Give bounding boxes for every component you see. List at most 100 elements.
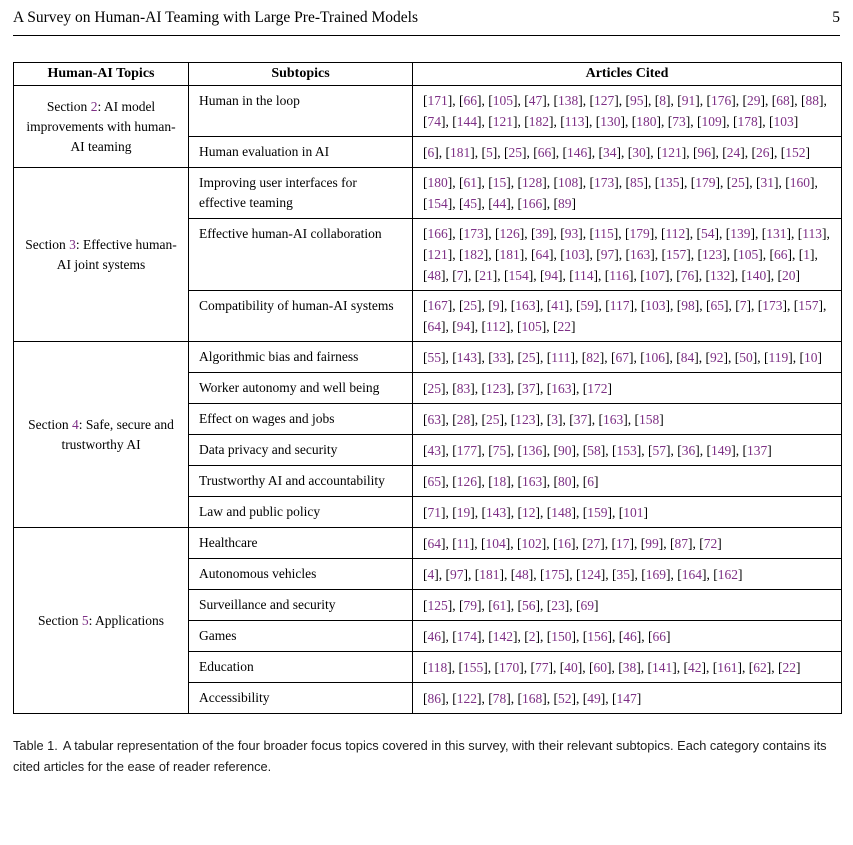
citation-link[interactable]: [122] bbox=[452, 690, 482, 706]
citation-link[interactable]: [174] bbox=[452, 628, 482, 644]
citation-link[interactable]: [180] bbox=[631, 114, 661, 129]
citation-link[interactable]: [44] bbox=[488, 196, 511, 211]
citation-link[interactable]: [2] bbox=[524, 628, 540, 644]
citation-link[interactable]: [61] bbox=[459, 175, 482, 190]
citation-link[interactable]: [25] bbox=[423, 380, 446, 396]
citation-link[interactable]: [173] bbox=[589, 175, 619, 190]
citation-link[interactable]: [103] bbox=[640, 298, 670, 313]
citation-link[interactable]: [163] bbox=[625, 247, 655, 262]
citation-link[interactable]: [68] bbox=[771, 93, 795, 108]
citation-link[interactable]: [123] bbox=[697, 247, 727, 262]
citation-link[interactable]: [12] bbox=[517, 504, 541, 520]
citation-link[interactable]: [90] bbox=[553, 442, 577, 458]
citation-link[interactable]: [180] bbox=[423, 175, 453, 190]
citation-link[interactable]: [25] bbox=[481, 411, 505, 427]
citation-link[interactable]: [131] bbox=[761, 226, 791, 241]
citation-link[interactable]: [105] bbox=[488, 93, 518, 108]
citation-link[interactable]: [17] bbox=[611, 535, 635, 551]
citation-link[interactable]: [25] bbox=[459, 298, 482, 313]
citation-link[interactable]: [67] bbox=[611, 349, 634, 365]
citation-link[interactable]: [163] bbox=[517, 473, 547, 489]
citation-link[interactable]: [6] bbox=[423, 144, 439, 160]
citation-link[interactable]: [74] bbox=[423, 114, 446, 129]
citation-link[interactable]: [147] bbox=[612, 690, 642, 706]
citation-link[interactable]: [75] bbox=[488, 442, 511, 458]
citation-link[interactable]: [96] bbox=[693, 144, 716, 160]
citation-link[interactable]: [172] bbox=[582, 380, 612, 396]
citation-link[interactable]: [92] bbox=[705, 349, 729, 365]
citation-link[interactable]: [171] bbox=[423, 93, 453, 108]
citation-link[interactable]: [118] bbox=[423, 659, 452, 675]
citation-link[interactable]: [66] bbox=[533, 144, 556, 160]
citation-link[interactable]: [54] bbox=[696, 226, 720, 241]
citation-link[interactable]: [117] bbox=[605, 298, 634, 313]
citation-link[interactable]: [61] bbox=[488, 597, 511, 613]
citation-link[interactable]: [33] bbox=[488, 349, 511, 365]
citation-link[interactable]: [121] bbox=[488, 114, 518, 129]
citation-link[interactable]: [91] bbox=[677, 93, 700, 108]
citation-link[interactable]: [143] bbox=[481, 504, 511, 520]
citation-link[interactable]: [167] bbox=[423, 298, 453, 313]
citation-link[interactable]: [163] bbox=[546, 380, 576, 396]
citation-link[interactable]: [127] bbox=[589, 93, 619, 108]
citation-link[interactable]: [149] bbox=[706, 442, 736, 458]
citation-link[interactable]: [84] bbox=[676, 349, 699, 365]
citation-link[interactable]: [72] bbox=[699, 535, 722, 551]
citation-link[interactable]: [128] bbox=[517, 175, 547, 190]
citation-link[interactable]: [3] bbox=[546, 411, 563, 427]
citation-link[interactable]: [163] bbox=[510, 298, 540, 313]
citation-link[interactable]: [40] bbox=[559, 659, 583, 675]
citation-link[interactable]: [21] bbox=[474, 268, 498, 283]
citation-link[interactable]: [114] bbox=[569, 268, 598, 283]
citation-link[interactable]: [23] bbox=[546, 597, 570, 613]
citation-link[interactable]: [157] bbox=[661, 247, 691, 262]
citation-link[interactable]: [101] bbox=[618, 504, 648, 520]
citation-link[interactable]: [9] bbox=[488, 298, 504, 313]
citation-link[interactable]: [76] bbox=[676, 268, 699, 283]
citation-link[interactable]: [125] bbox=[423, 597, 453, 613]
citation-link[interactable]: [86] bbox=[423, 690, 446, 706]
citation-link[interactable]: [35] bbox=[612, 566, 635, 582]
citation-link[interactable]: [148] bbox=[546, 504, 576, 520]
citation-link[interactable]: [112] bbox=[481, 319, 511, 334]
citation-link[interactable]: [94] bbox=[540, 268, 563, 283]
citation-link[interactable]: [132] bbox=[705, 268, 735, 283]
citation-link[interactable]: [22] bbox=[778, 659, 801, 675]
citation-link[interactable]: [136] bbox=[517, 442, 547, 458]
citation-link[interactable]: [27] bbox=[582, 535, 605, 551]
citation-link[interactable]: [7] bbox=[452, 268, 468, 283]
citation-link[interactable]: [25] bbox=[504, 144, 527, 160]
citation-link[interactable]: [80] bbox=[553, 473, 577, 489]
citation-link[interactable]: [123] bbox=[481, 380, 511, 396]
citation-link[interactable]: [48] bbox=[510, 566, 534, 582]
citation-link[interactable]: [139] bbox=[725, 226, 755, 241]
citation-link[interactable]: [98] bbox=[676, 298, 700, 313]
citation-link[interactable]: [121] bbox=[423, 247, 453, 262]
citation-link[interactable]: [47] bbox=[524, 93, 547, 108]
citation-link[interactable]: [97] bbox=[596, 247, 619, 262]
citation-link[interactable]: [137] bbox=[742, 442, 772, 458]
section-number-link[interactable]: 2 bbox=[90, 98, 98, 114]
citation-link[interactable]: [109] bbox=[697, 114, 727, 129]
citation-link[interactable]: [52] bbox=[553, 690, 577, 706]
section-number-link[interactable]: 4 bbox=[71, 416, 79, 432]
citation-link[interactable]: [116] bbox=[604, 268, 634, 283]
citation-link[interactable]: [154] bbox=[423, 196, 453, 211]
citation-link[interactable]: [123] bbox=[510, 411, 540, 427]
citation-link[interactable]: [62] bbox=[748, 659, 772, 675]
citation-link[interactable]: [69] bbox=[576, 597, 599, 613]
citation-link[interactable]: [64] bbox=[423, 319, 446, 334]
citation-link[interactable]: [88] bbox=[801, 93, 824, 108]
citation-link[interactable]: [42] bbox=[683, 659, 707, 675]
citation-link[interactable]: [55] bbox=[423, 349, 446, 365]
citation-link[interactable]: [57] bbox=[648, 442, 671, 458]
citation-link[interactable]: [73] bbox=[667, 114, 691, 129]
citation-link[interactable]: [175] bbox=[540, 566, 570, 582]
citation-link[interactable]: [66] bbox=[648, 628, 671, 644]
citation-link[interactable]: [31] bbox=[756, 175, 779, 190]
citation-link[interactable]: [37] bbox=[517, 380, 541, 396]
citation-link[interactable]: [63] bbox=[423, 411, 446, 427]
citation-link[interactable]: [155] bbox=[458, 659, 488, 675]
section-number-link[interactable]: 5 bbox=[81, 612, 89, 628]
citation-link[interactable]: [107] bbox=[640, 268, 670, 283]
